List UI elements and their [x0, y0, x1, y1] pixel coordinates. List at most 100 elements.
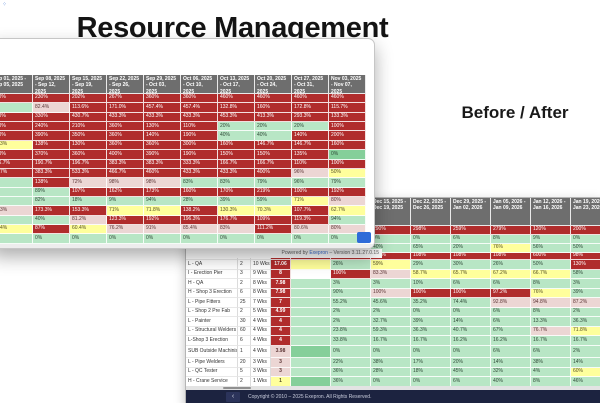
heatmap-cell: 6%: [451, 235, 491, 244]
heatmap-cell: 119.3%: [292, 215, 329, 226]
heatmap-cell: 9%: [531, 235, 571, 244]
heatmap-cell: 173.3%: [33, 206, 70, 216]
heatmap-cell: 10%: [411, 279, 451, 289]
heatmap-cell: [291, 336, 331, 346]
heatmap-cell: 400%: [255, 168, 292, 179]
heatmap-cell: 56%: [531, 244, 571, 253]
table-row: I - Erection Pier 3 9 Wks 8 100% 83.3% 58.7% 65…: [186, 269, 600, 279]
heatmap-cell: 196.7%: [70, 159, 107, 169]
heatmap-cell: 0%: [451, 307, 491, 317]
front-horizontal-scrollbar[interactable]: [0, 244, 374, 248]
heatmap-cell: 130%: [70, 140, 107, 151]
heatmap-cell: [291, 358, 331, 368]
table-row: 0%0%0%0%0%0%0%0%0%0%: [0, 234, 366, 244]
heatmap-cell: 267%: [107, 94, 144, 104]
heatmap-cell: [291, 317, 331, 327]
heatmap-cell: 460%: [218, 94, 255, 104]
overload-index: 3.98: [271, 345, 291, 358]
heatmap-cell: 3%: [331, 279, 371, 289]
heatmap-cell: 29%: [411, 260, 451, 270]
heatmap-cell: 0%: [451, 345, 491, 358]
overload-index: 17.06: [271, 260, 291, 270]
heatmap-cell: 0%: [331, 345, 371, 358]
heatmap-cell: 67%: [491, 326, 531, 336]
heatmap-cell: 6%: [491, 279, 531, 289]
heatmap-cell: 298%: [411, 226, 451, 235]
resource-weeks: 3 Wks: [251, 358, 271, 368]
overload-index: 3: [271, 358, 291, 368]
heatmap-cell: 6%: [491, 345, 531, 358]
table-row: 0%138%72%98%98%83%83%79%96%79%: [0, 178, 366, 188]
blue-button-fragment[interactable]: [357, 232, 371, 243]
table-row: L - Structural Welders 60 4 Wks 4 23.8% 59.3%…: [186, 326, 600, 336]
heatmap-cell: 40.7%: [451, 326, 491, 336]
heatmap-cell: [291, 298, 331, 308]
collapse-button[interactable]: ‹: [226, 392, 240, 402]
heatmap-cell: 100%: [371, 288, 411, 298]
heatmap-cell: 533.3%: [70, 168, 107, 179]
exepron-link[interactable]: Exepron: [309, 250, 328, 256]
table-row: 370%370%360%400%390%190%150%150%135%0%: [0, 150, 366, 160]
heatmap-cell: 93.3%: [0, 206, 33, 216]
column-header: Oct 13, 2025 - Oct 17, 2025: [218, 75, 255, 94]
heatmap-cell: 0%: [33, 234, 70, 244]
heatmap-cell: 360%: [107, 122, 144, 132]
heatmap-cell: 133.3%: [329, 112, 366, 123]
heatmap-cell: [291, 288, 331, 298]
heatmap-cell: 2%: [331, 317, 371, 327]
heatmap-cell: 20%: [451, 244, 491, 253]
heatmap-cell: 166.7%: [255, 159, 292, 169]
heatmap-cell: 0%: [0, 215, 33, 226]
column-header: Jan 12, 2026 - Jan 16, 2026: [531, 198, 571, 226]
heatmap-cell: 160%: [255, 103, 292, 113]
heatmap-cell: 100%: [329, 122, 366, 132]
powered-by-line: Powered by Exepron – Version 3.11.27.0.1…: [186, 249, 382, 258]
column-header: Sep 29, 2025 - Oct 03, 2025: [144, 75, 181, 94]
heatmap-cell: 26%: [491, 260, 531, 270]
resource-weeks: 4 Wks: [251, 317, 271, 327]
heatmap-cell: 0%: [411, 235, 451, 244]
resource-label: L - QA: [186, 260, 238, 270]
heatmap-cell: 0%: [255, 234, 292, 244]
column-header: Dec 15, 2025 - Dec 19, 2025: [371, 198, 411, 226]
column-header: Oct 06, 2025 - Oct 10, 2025: [181, 75, 218, 94]
heatmap-cell: 26%: [331, 260, 371, 270]
heatmap-cell: 240%: [33, 122, 70, 132]
heatmap-cell: 59.3%: [371, 326, 411, 336]
table-row: 0%89%107%162%173%160%170%219%100%192%: [0, 187, 366, 197]
heatmap-cell: 360%: [144, 140, 181, 151]
heatmap-cell: 76%: [491, 244, 531, 253]
heatmap-cell: 160%: [181, 187, 218, 197]
heatmap-cell: 97.2%: [491, 288, 531, 298]
heatmap-cell: 0%: [181, 234, 218, 244]
heatmap-cell: 140%: [144, 131, 181, 141]
resource-weeks: 7 Wks: [251, 298, 271, 308]
heatmap-cell: 460%: [329, 94, 366, 104]
resource-weeks: 8 Wks: [251, 288, 271, 298]
heatmap-cell: 110%: [292, 159, 329, 169]
table-row: L - Painter 30 4 Wks 4 2% 32.7% 39% 14% 6% 13.3% 3…: [186, 317, 600, 327]
table-row: 0%82%18%9%94%28%39%59%71%80%: [0, 196, 366, 207]
table-row: 330%330%430.7%433.3%433.3%433.3%453.3%41…: [0, 112, 366, 123]
heatmap-cell: 6%: [491, 307, 531, 317]
scrollbar-thumb[interactable]: [223, 387, 251, 389]
heatmap-cell: 38%: [371, 358, 411, 368]
heatmap-cell: 130%: [571, 260, 600, 270]
heatmap-cell: 113.6%: [70, 103, 107, 113]
overload-index: 3: [271, 367, 291, 377]
heatmap-cell: 8%: [491, 235, 531, 244]
heatmap-cell: 65%: [411, 244, 451, 253]
heatmap-cell: 83.3%: [371, 269, 411, 279]
heatmap-cell: 16.7%: [371, 336, 411, 346]
heatmap-cell: 0%: [371, 235, 411, 244]
heatmap-cell: 71.8%: [144, 206, 181, 216]
heatmap-cell: 30%: [451, 260, 491, 270]
horizontal-scrollbar[interactable]: [186, 386, 600, 390]
heatmap-cell: 0%: [329, 150, 366, 160]
heatmap-cell: [291, 367, 331, 377]
heatmap-cell: 80.6%: [292, 225, 329, 235]
table-row: 58.3%138%130%360%360%300%160%146.7%146.7…: [0, 140, 366, 151]
heatmap-cell: 60.4%: [70, 225, 107, 235]
resource-count: 60: [238, 326, 251, 336]
